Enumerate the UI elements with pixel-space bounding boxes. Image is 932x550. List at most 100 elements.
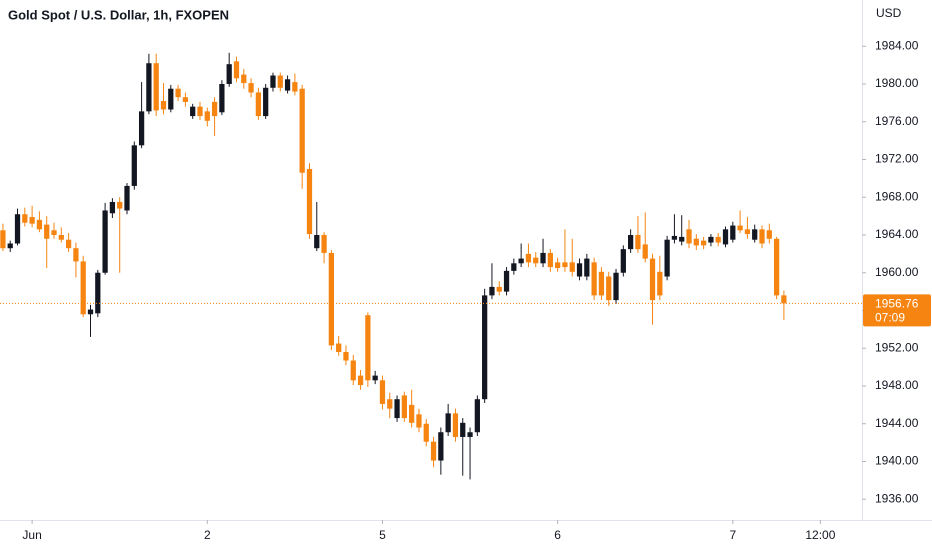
candle-body bbox=[569, 262, 575, 272]
last-price-box bbox=[863, 294, 931, 327]
candle-body bbox=[117, 201, 123, 209]
candle-body bbox=[365, 315, 371, 381]
candle-body bbox=[416, 414, 422, 428]
x-tick-label: 7 bbox=[729, 528, 736, 542]
candle-body bbox=[350, 360, 356, 381]
x-tick-label: 5 bbox=[379, 528, 386, 542]
candle-body bbox=[401, 395, 407, 419]
y-tick-label: 1940.00 bbox=[875, 454, 919, 468]
candle-body bbox=[22, 214, 28, 223]
candle-body bbox=[730, 225, 736, 240]
candle-body bbox=[430, 441, 437, 461]
candle-body bbox=[284, 79, 291, 91]
candle-body bbox=[29, 217, 35, 224]
candle-body bbox=[474, 399, 480, 433]
countdown-label: 07:09 bbox=[875, 310, 905, 324]
candle-body bbox=[452, 413, 459, 437]
candle-body bbox=[635, 234, 641, 250]
candle-body bbox=[606, 276, 612, 301]
candle-body bbox=[73, 248, 79, 262]
candle-body bbox=[715, 236, 721, 243]
candle-body bbox=[584, 258, 590, 277]
candle-body bbox=[562, 262, 568, 268]
candle-body bbox=[700, 240, 707, 246]
candle-body bbox=[627, 234, 634, 250]
y-tick-label: 1976.00 bbox=[875, 114, 919, 128]
candle-body bbox=[482, 295, 488, 400]
candle-body bbox=[306, 168, 313, 235]
candle-body bbox=[664, 239, 670, 277]
candle-body bbox=[14, 214, 21, 244]
candle-body bbox=[197, 106, 203, 117]
candle-body bbox=[336, 343, 342, 353]
y-tick-label: 1980.00 bbox=[875, 76, 919, 90]
candle-body bbox=[379, 380, 386, 404]
candle-body bbox=[226, 64, 232, 84]
candle-body bbox=[722, 229, 729, 245]
candle-body bbox=[657, 271, 663, 296]
y-tick-label: 1936.00 bbox=[875, 491, 919, 505]
candle-body bbox=[533, 257, 539, 264]
candle-body bbox=[131, 145, 137, 186]
y-tick-label: 1964.00 bbox=[875, 227, 919, 241]
candle-body bbox=[438, 432, 444, 461]
candle-body bbox=[409, 404, 415, 423]
last-price-label: 1956.76 bbox=[875, 296, 919, 310]
candle-body bbox=[292, 82, 298, 92]
y-tick-label: 1952.00 bbox=[875, 340, 919, 354]
candle-body bbox=[65, 239, 72, 249]
y-tick-label: 1968.00 bbox=[875, 189, 919, 203]
candle-body bbox=[255, 92, 262, 117]
candle-body bbox=[182, 97, 189, 102]
candle-body bbox=[343, 352, 349, 361]
candle-body bbox=[314, 234, 320, 249]
candle-body bbox=[124, 185, 130, 211]
candle-body bbox=[489, 286, 495, 296]
candle-body bbox=[525, 253, 532, 263]
candle-body bbox=[540, 252, 546, 264]
x-tick-label: 2 bbox=[204, 528, 211, 542]
candle-body bbox=[649, 258, 656, 301]
candle-body bbox=[109, 201, 116, 214]
candle-body bbox=[759, 229, 765, 244]
y-tick-label: 1948.00 bbox=[875, 378, 919, 392]
candle-body bbox=[620, 249, 626, 273]
candle-body bbox=[241, 74, 247, 84]
candle-body bbox=[299, 88, 305, 173]
candle-body bbox=[671, 235, 678, 240]
candle-body bbox=[321, 234, 327, 253]
candle-body bbox=[613, 272, 619, 301]
candle-body bbox=[277, 75, 283, 88]
y-tick-label: 1984.00 bbox=[875, 38, 919, 52]
candle-body bbox=[693, 238, 699, 246]
candle-body bbox=[496, 286, 502, 292]
candle-body bbox=[445, 413, 451, 433]
candle-body bbox=[752, 229, 758, 240]
candle-body bbox=[219, 83, 225, 113]
y-tick-label: 1972.00 bbox=[875, 152, 919, 166]
candle-body bbox=[51, 230, 57, 235]
candle-body bbox=[518, 258, 524, 264]
candle-body bbox=[102, 210, 108, 273]
candle-body bbox=[511, 263, 517, 271]
candle-body bbox=[80, 261, 86, 315]
x-tick-label: 6 bbox=[554, 528, 561, 542]
candle-body bbox=[708, 236, 714, 243]
candle-body bbox=[781, 295, 787, 304]
candle-body bbox=[423, 423, 429, 442]
candle-body bbox=[394, 399, 400, 419]
y-tick-label: 1944.00 bbox=[875, 416, 919, 430]
candle-body bbox=[328, 252, 334, 346]
candle-body bbox=[168, 88, 174, 110]
x-tick-label: 12:00 bbox=[805, 528, 835, 542]
candle-body bbox=[467, 432, 473, 437]
candle-body bbox=[357, 375, 364, 386]
candle-body bbox=[686, 229, 692, 244]
chart-title: Gold Spot / U.S. Dollar, 1h, FXOPEN bbox=[8, 7, 229, 22]
candle-body bbox=[460, 422, 466, 437]
candle-body bbox=[387, 399, 393, 409]
candle-body bbox=[270, 75, 276, 88]
candle-body bbox=[248, 83, 254, 93]
candle-body bbox=[0, 230, 6, 249]
